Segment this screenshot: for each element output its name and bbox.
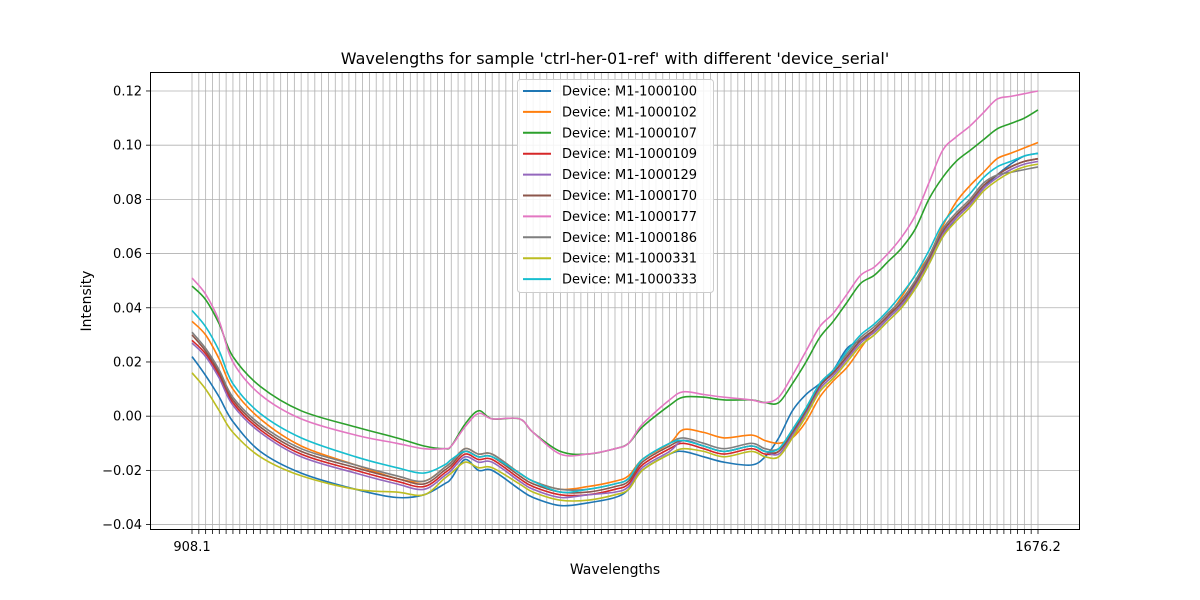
legend-label: Device: M1-1000129 [562,168,697,183]
legend-label: Device: M1-1000331 [562,252,697,267]
y-axis-label: Intensity [79,271,95,332]
legend-label: Device: M1-1000186 [562,231,697,246]
series-line [191,90,1039,457]
y-tick-label: 0.12 [113,84,142,99]
legend-label: Device: M1-1000170 [562,189,697,204]
legend-label: Device: M1-1000333 [562,273,697,288]
y-tick-label: 0.00 [113,410,142,425]
legend-label: Device: M1-1000100 [562,85,697,100]
series-line [191,109,1039,456]
y-tick-label: 0.10 [113,139,142,154]
y-tick-label: 0.02 [113,355,142,370]
y-tick-label: 0.06 [113,247,142,262]
legend-box [517,79,714,293]
y-tick-label: −0.02 [102,464,142,479]
y-tick-label: 0.04 [113,301,142,316]
x-tick-label: 1676.2 [1015,540,1061,555]
legend-label: Device: M1-1000109 [562,147,697,162]
chart-title: Wavelengths for sample 'ctrl-her-01-ref'… [341,49,889,69]
x-tick-label: 908.1 [173,540,210,555]
legend-label: Device: M1-1000102 [562,105,697,120]
legend-label: Device: M1-1000107 [562,126,697,141]
y-axis-ticks: −0.04 −0.02 0.00 0.02 0.04 0.06 0.08 0.10 0.12 [102,84,150,533]
series-lines [191,90,1039,507]
plot-frame [150,72,1080,530]
y-tick-label: 0.08 [113,193,142,208]
x-axis-label: Wavelengths [570,562,660,578]
series-line [191,152,1039,494]
series-line [191,166,1039,491]
legend: Device: M1-1000100 Device: M1-1000102 Devi… [517,79,714,293]
series-line [191,163,1039,502]
y-tick-label: −0.04 [102,518,142,533]
x-axis-ticks: 908.1 1676.2 [173,530,1061,555]
legend-label: Device: M1-1000177 [562,210,697,225]
